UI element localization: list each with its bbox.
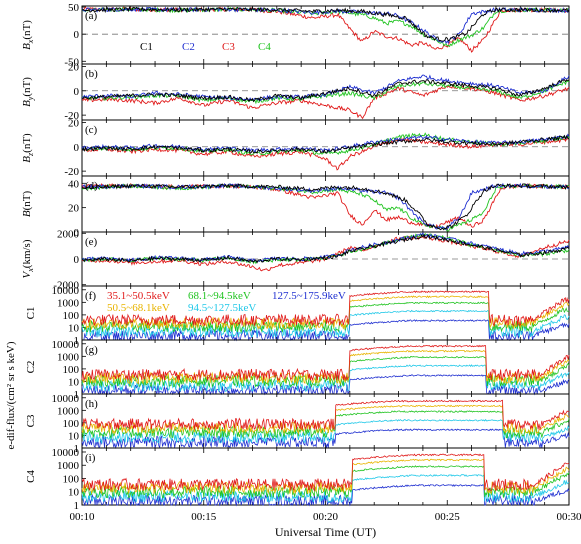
y-axis-label-h: C3 — [25, 414, 37, 427]
flux-channel-2-panel-h — [81, 410, 570, 440]
panel-label-e: (e) — [85, 236, 98, 248]
y-axis-label-e: Vx(km/s) — [21, 239, 35, 278]
y-axis-label-d: B(nT) — [21, 191, 33, 218]
legend-energy-3: 94.5~127.5keV — [188, 302, 256, 314]
y-axis-label-i: C4 — [25, 470, 37, 483]
y-tick-label: 0 — [74, 29, 80, 41]
y-tick-label: 10 — [68, 376, 80, 388]
series-C2-panel-d — [81, 182, 570, 231]
y-tick-label: 10000 — [52, 447, 80, 459]
flux-y-axis-label: e-dif-flux/(cm² sr s keV) — [5, 341, 17, 449]
y-tick-label: 100 — [63, 418, 80, 430]
series-C1-panel-e — [81, 233, 570, 264]
y-tick-label: 20 — [68, 61, 80, 73]
series-C1-panel-d — [81, 183, 570, 231]
flux-channel-4-panel-h — [81, 428, 570, 449]
flux-channel-2-panel-f — [81, 301, 570, 334]
y-tick-label: 1 — [74, 500, 80, 512]
legend-energy-0: 35.1~50.5keV — [107, 290, 170, 302]
panel-label-d: (d) — [85, 180, 98, 192]
y-tick-label: 10 — [68, 430, 80, 442]
panel-label-h: (h) — [85, 398, 98, 410]
y-tick-label: 1000 — [57, 460, 80, 472]
panel-label-b: (b) — [85, 68, 98, 80]
y-tick-label: -2000 — [53, 280, 79, 292]
y-tick-label: 20 — [68, 117, 80, 129]
series-C2-panel-b — [81, 74, 570, 102]
panel-label-i: (i) — [85, 452, 96, 464]
series-C2-panel-c — [81, 133, 570, 154]
y-tick-label: 2000 — [57, 228, 80, 240]
y-tick-label: 20 — [68, 203, 80, 215]
y-tick-label: 10000 — [52, 393, 80, 405]
flux-channel-0-panel-f — [81, 290, 570, 327]
flux-channel-3-panel-h — [81, 418, 570, 445]
flux-channel-3-panel-i — [81, 474, 570, 504]
series-C1-panel-b — [81, 78, 570, 103]
flux-channel-0-panel-i — [81, 453, 570, 492]
series-C3-panel-c — [81, 137, 570, 171]
legend-energy-2: 68.1~94.5keV — [188, 290, 251, 302]
y-tick-label: -20 — [64, 110, 79, 122]
y-tick-label: 1 — [74, 335, 80, 347]
series-C1-panel-c — [81, 134, 570, 155]
panel-label-g: (g) — [85, 344, 98, 356]
flux-channel-2-panel-g — [81, 355, 570, 388]
y-axis-label-f: C1 — [25, 307, 37, 320]
y-axis-label-a: Bx(nT) — [21, 20, 35, 50]
y-tick-label: 40 — [68, 178, 80, 190]
y-tick-label: 50 — [68, 2, 80, 14]
y-tick-label: 10 — [68, 322, 80, 334]
y-tick-label: -50 — [64, 56, 79, 68]
panel-label-a: (a) — [85, 10, 98, 22]
x-tick-label: 00:20 — [313, 511, 339, 523]
flux-channel-0-panel-h — [81, 399, 570, 431]
x-tick-label: 00:25 — [435, 511, 461, 523]
y-tick-label: -20 — [64, 166, 79, 178]
y-tick-label: 1 — [74, 389, 80, 401]
y-tick-label: 0 — [74, 227, 80, 239]
legend-c2: C2 — [182, 41, 195, 53]
y-tick-label: 0 — [74, 254, 80, 266]
y-tick-label: 10000 — [52, 339, 80, 351]
y-tick-label: 1000 — [57, 405, 80, 417]
flux-channel-1-panel-h — [81, 404, 570, 435]
legend-c4: C4 — [258, 41, 271, 53]
series-C4-panel-d — [81, 183, 570, 232]
panel-frame-d — [81, 175, 570, 233]
y-tick-label: 1000 — [57, 297, 80, 309]
y-tick-label: 10000 — [52, 285, 80, 297]
legend-energy-1: 50.5~68.1keV — [107, 302, 170, 314]
series-C3-panel-e — [81, 235, 570, 272]
y-tick-label: 0 — [74, 86, 80, 98]
y-axis-label-b: By(nT) — [21, 77, 35, 107]
legend-energy-4: 127.5~175.9keV — [272, 290, 346, 302]
flux-channel-3-panel-f — [81, 309, 570, 339]
legend-c1: C1 — [140, 41, 153, 53]
panel-label-c: (c) — [85, 124, 98, 136]
y-tick-label: 10 — [68, 487, 80, 499]
flux-channel-0-panel-g — [81, 344, 570, 382]
x-tick-label: 00:15 — [191, 511, 217, 523]
x-tick-label: 00:10 — [69, 511, 95, 523]
series-C1-panel-a — [81, 6, 570, 42]
y-axis-label-g: C2 — [25, 361, 37, 374]
x-tick-label: 00:30 — [556, 511, 581, 523]
legend-c3: C3 — [222, 41, 235, 53]
y-tick-label: 1000 — [57, 351, 80, 363]
y-tick-label: 100 — [63, 364, 80, 376]
y-tick-label: 100 — [63, 310, 80, 322]
y-tick-label: 0 — [74, 142, 80, 154]
y-tick-label: 100 — [63, 473, 80, 485]
y-tick-label: 1 — [74, 443, 80, 455]
x-axis-title: Universal Time (UT) — [275, 525, 376, 539]
y-axis-label-c: Bz(nT) — [21, 133, 35, 163]
panel-label-f: (f) — [85, 290, 96, 302]
